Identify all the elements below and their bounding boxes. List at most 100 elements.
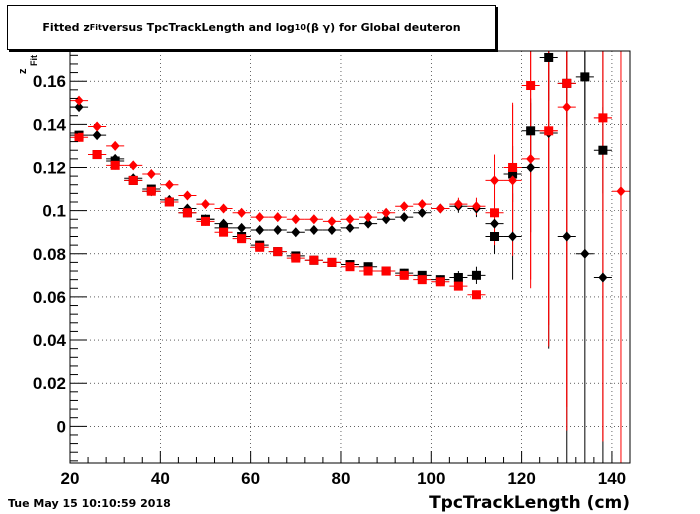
square-marker (508, 162, 518, 172)
grid-lines (69, 51, 630, 463)
diamond-marker (309, 225, 319, 236)
diamond-marker (562, 102, 572, 113)
square-marker (526, 126, 536, 136)
x-tick-label: 60 (241, 469, 260, 488)
x-axis-label: TpcTrackLength (cm) (429, 493, 630, 513)
diamond-marker (363, 218, 373, 229)
timestamp: Tue May 15 10:10:59 2018 (8, 497, 171, 510)
title-mid: versus TpcTrackLength and log (101, 21, 295, 34)
x-tick-label: 80 (332, 469, 351, 488)
square-marker (490, 208, 500, 218)
y-tick-label: 0.06 (33, 288, 66, 307)
diamond-marker (327, 216, 337, 227)
diamond-marker (291, 227, 301, 238)
diamond-marker (490, 175, 500, 186)
title-pre: Fitted z (42, 21, 90, 34)
square-marker (219, 227, 229, 237)
square-marker (309, 255, 319, 265)
diamond-marker (255, 212, 265, 223)
svg-text:Fit: Fit (29, 55, 39, 66)
diamond-marker (363, 212, 373, 223)
square-marker (74, 132, 84, 142)
diamond-marker (526, 153, 536, 164)
square-marker (164, 197, 174, 207)
square-marker (399, 270, 409, 280)
diamond-marker (219, 203, 229, 214)
diamond-marker (381, 214, 391, 225)
x-tick-label: 20 (61, 469, 80, 488)
square-marker (363, 266, 373, 276)
diamond-marker (255, 225, 265, 236)
diamond-marker (471, 201, 481, 212)
y-tick-label: 0.08 (33, 245, 66, 264)
y-tick-label: 0.12 (33, 158, 66, 177)
diamond-marker (74, 95, 84, 106)
diamond-marker (435, 203, 445, 214)
square-marker (128, 175, 138, 185)
y-axis-label: z Fit (17, 55, 39, 74)
diamond-marker (327, 225, 337, 236)
diamond-marker (490, 218, 500, 229)
y-tick-label: 0.02 (33, 374, 66, 393)
y-tick-label: 0.04 (33, 331, 67, 350)
diamond-marker (616, 186, 626, 197)
square-marker (435, 277, 445, 287)
square-marker (345, 262, 355, 272)
square-marker (200, 216, 210, 226)
square-marker (255, 242, 265, 252)
square-marker (273, 247, 283, 257)
x-tick-label: 120 (507, 469, 535, 488)
axis-ticks: 20 40 60 80 100 120 140 0 0.02 0.04 0.06 0.08 0.1 0.1… (33, 54, 631, 488)
diamond-marker (345, 222, 355, 233)
square-marker (562, 78, 572, 88)
diamond-marker (381, 207, 391, 218)
diamond-marker (273, 225, 283, 236)
diamond-marker (399, 201, 409, 212)
diamond-marker (562, 231, 572, 242)
diamond-marker (526, 162, 536, 173)
diamond-marker (417, 207, 427, 218)
square-marker (544, 52, 554, 62)
diamond-marker (128, 160, 138, 171)
data-markers (74, 52, 626, 300)
square-marker (237, 234, 247, 244)
diamond-marker (74, 102, 84, 113)
square-marker (508, 169, 518, 179)
square-marker (146, 186, 156, 196)
title-sub-fit: Fit (89, 23, 102, 32)
x-tick-label: 40 (151, 469, 170, 488)
diamond-marker (508, 175, 518, 186)
diamond-marker (544, 125, 554, 136)
diamond-marker (399, 212, 409, 223)
square-marker (471, 290, 481, 300)
diamond-marker (182, 190, 192, 201)
diamond-marker (309, 214, 319, 225)
square-marker (471, 270, 481, 280)
diamond-marker (273, 212, 283, 223)
diamond-marker (508, 231, 518, 242)
error-bars (70, 51, 630, 463)
diamond-marker (417, 199, 427, 210)
square-marker (580, 72, 590, 82)
diamond-marker (291, 214, 301, 225)
title-post: (β γ) for Global deuteron (305, 21, 461, 34)
plot-frame (69, 50, 631, 464)
diamond-marker (598, 112, 608, 123)
square-marker (490, 232, 500, 242)
square-marker (381, 266, 391, 276)
diamond-marker (237, 222, 247, 233)
diamond-marker (580, 248, 590, 259)
diamond-marker (200, 199, 210, 210)
diamond-marker (146, 168, 156, 179)
y-tick-label: 0 (57, 417, 66, 436)
square-marker (182, 208, 192, 218)
x-tick-label: 140 (598, 469, 626, 488)
svg-text:z: z (17, 68, 29, 74)
square-marker (291, 253, 301, 263)
y-tick-label: 0.16 (33, 72, 66, 91)
diamond-marker (237, 207, 247, 218)
chart-title: Fitted z Fit versus TpcTrackLength and lo… (7, 5, 496, 50)
diamond-marker (92, 130, 102, 141)
square-marker (327, 257, 337, 267)
